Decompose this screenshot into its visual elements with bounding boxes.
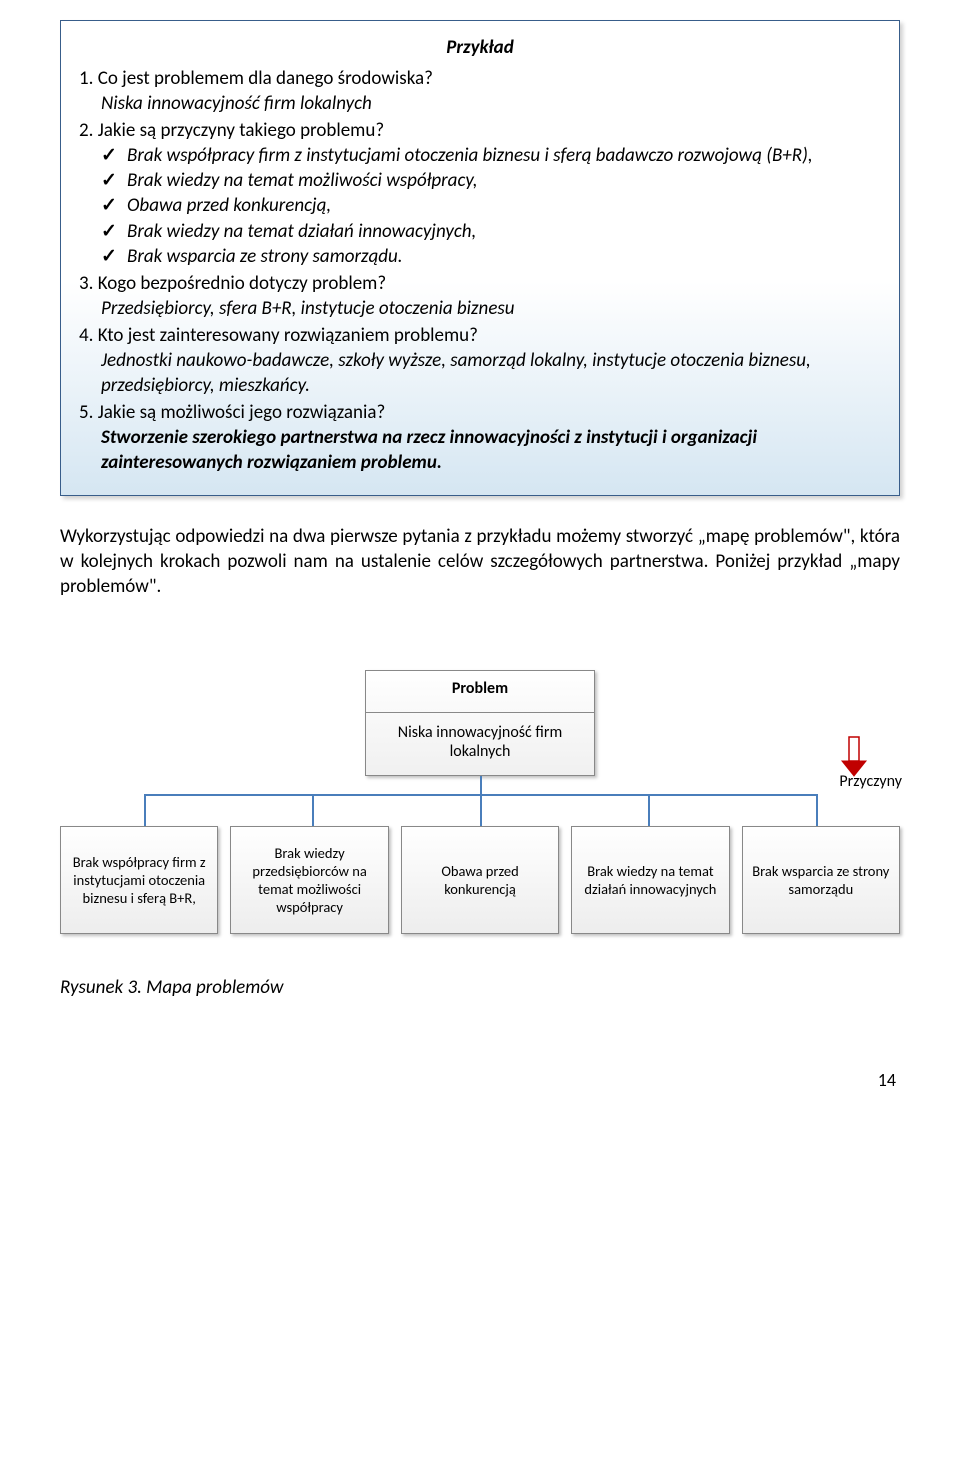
example-title: Przykład	[79, 35, 881, 60]
problem-subtitle: Niska innowacyjność firm lokalnych	[366, 713, 594, 775]
answer-3: Przedsiębiorcy, sfera B+R, instytucje ot…	[101, 296, 881, 321]
causes-row: Brak współpracy firm z instytucjami otoc…	[60, 826, 900, 934]
cause-box: Brak wiedzy na temat działań innowacyjny…	[571, 826, 729, 934]
question-4: 4. Kto jest zainteresowany rozwiązaniem …	[79, 323, 881, 348]
question-5: 5. Jakie są możliwości jego rozwiązania?	[79, 400, 881, 425]
question-2: 2. Jakie są przyczyny takiego problemu?	[79, 118, 881, 143]
answer-1: Niska innowacyjność firm lokalnych	[101, 91, 881, 116]
question-3: 3. Kogo bezpośrednio dotyczy problem?	[79, 271, 881, 296]
cause-box: Brak współpracy firm z instytucjami otoc…	[60, 826, 218, 934]
figure-caption: Rysunek 3. Mapa problemów	[60, 976, 900, 999]
problem-box: Problem Niska innowacyjność firm lokalny…	[365, 670, 595, 776]
cause-box: Brak wsparcia ze strony samorządu	[742, 826, 900, 934]
question-1: 1. Co jest problemem dla danego środowis…	[79, 66, 881, 91]
bullet-list: Brak współpracy firm z instytucjami otoc…	[101, 143, 881, 268]
bullet-item: Obawa przed konkurencją,	[101, 193, 881, 218]
answer-5: Stworzenie szerokiego partnerstwa na rze…	[101, 425, 881, 475]
example-box: Przykład 1. Co jest problemem dla danego…	[60, 20, 900, 496]
bullet-item: Brak współpracy firm z instytucjami otoc…	[101, 143, 881, 168]
bullet-item: Brak wsparcia ze strony samorządu.	[101, 244, 881, 269]
problem-header: Problem	[366, 671, 594, 713]
bullet-item: Brak wiedzy na temat możliwości współpra…	[101, 168, 881, 193]
cause-box: Obawa przed konkurencją	[401, 826, 559, 934]
bullet-item: Brak wiedzy na temat działań innowacyjny…	[101, 219, 881, 244]
connector-lines	[60, 776, 900, 826]
body-paragraph: Wykorzystując odpowiedzi na dwa pierwsze…	[60, 524, 900, 599]
problem-map-diagram: Problem Niska innowacyjność firm lokalny…	[60, 670, 900, 934]
cause-box: Brak wiedzy przedsiębiorców na temat moż…	[230, 826, 388, 934]
page-number: 14	[60, 1069, 900, 1091]
answer-4: Jednostki naukowo-badawcze, szkoły wyższ…	[101, 348, 881, 398]
